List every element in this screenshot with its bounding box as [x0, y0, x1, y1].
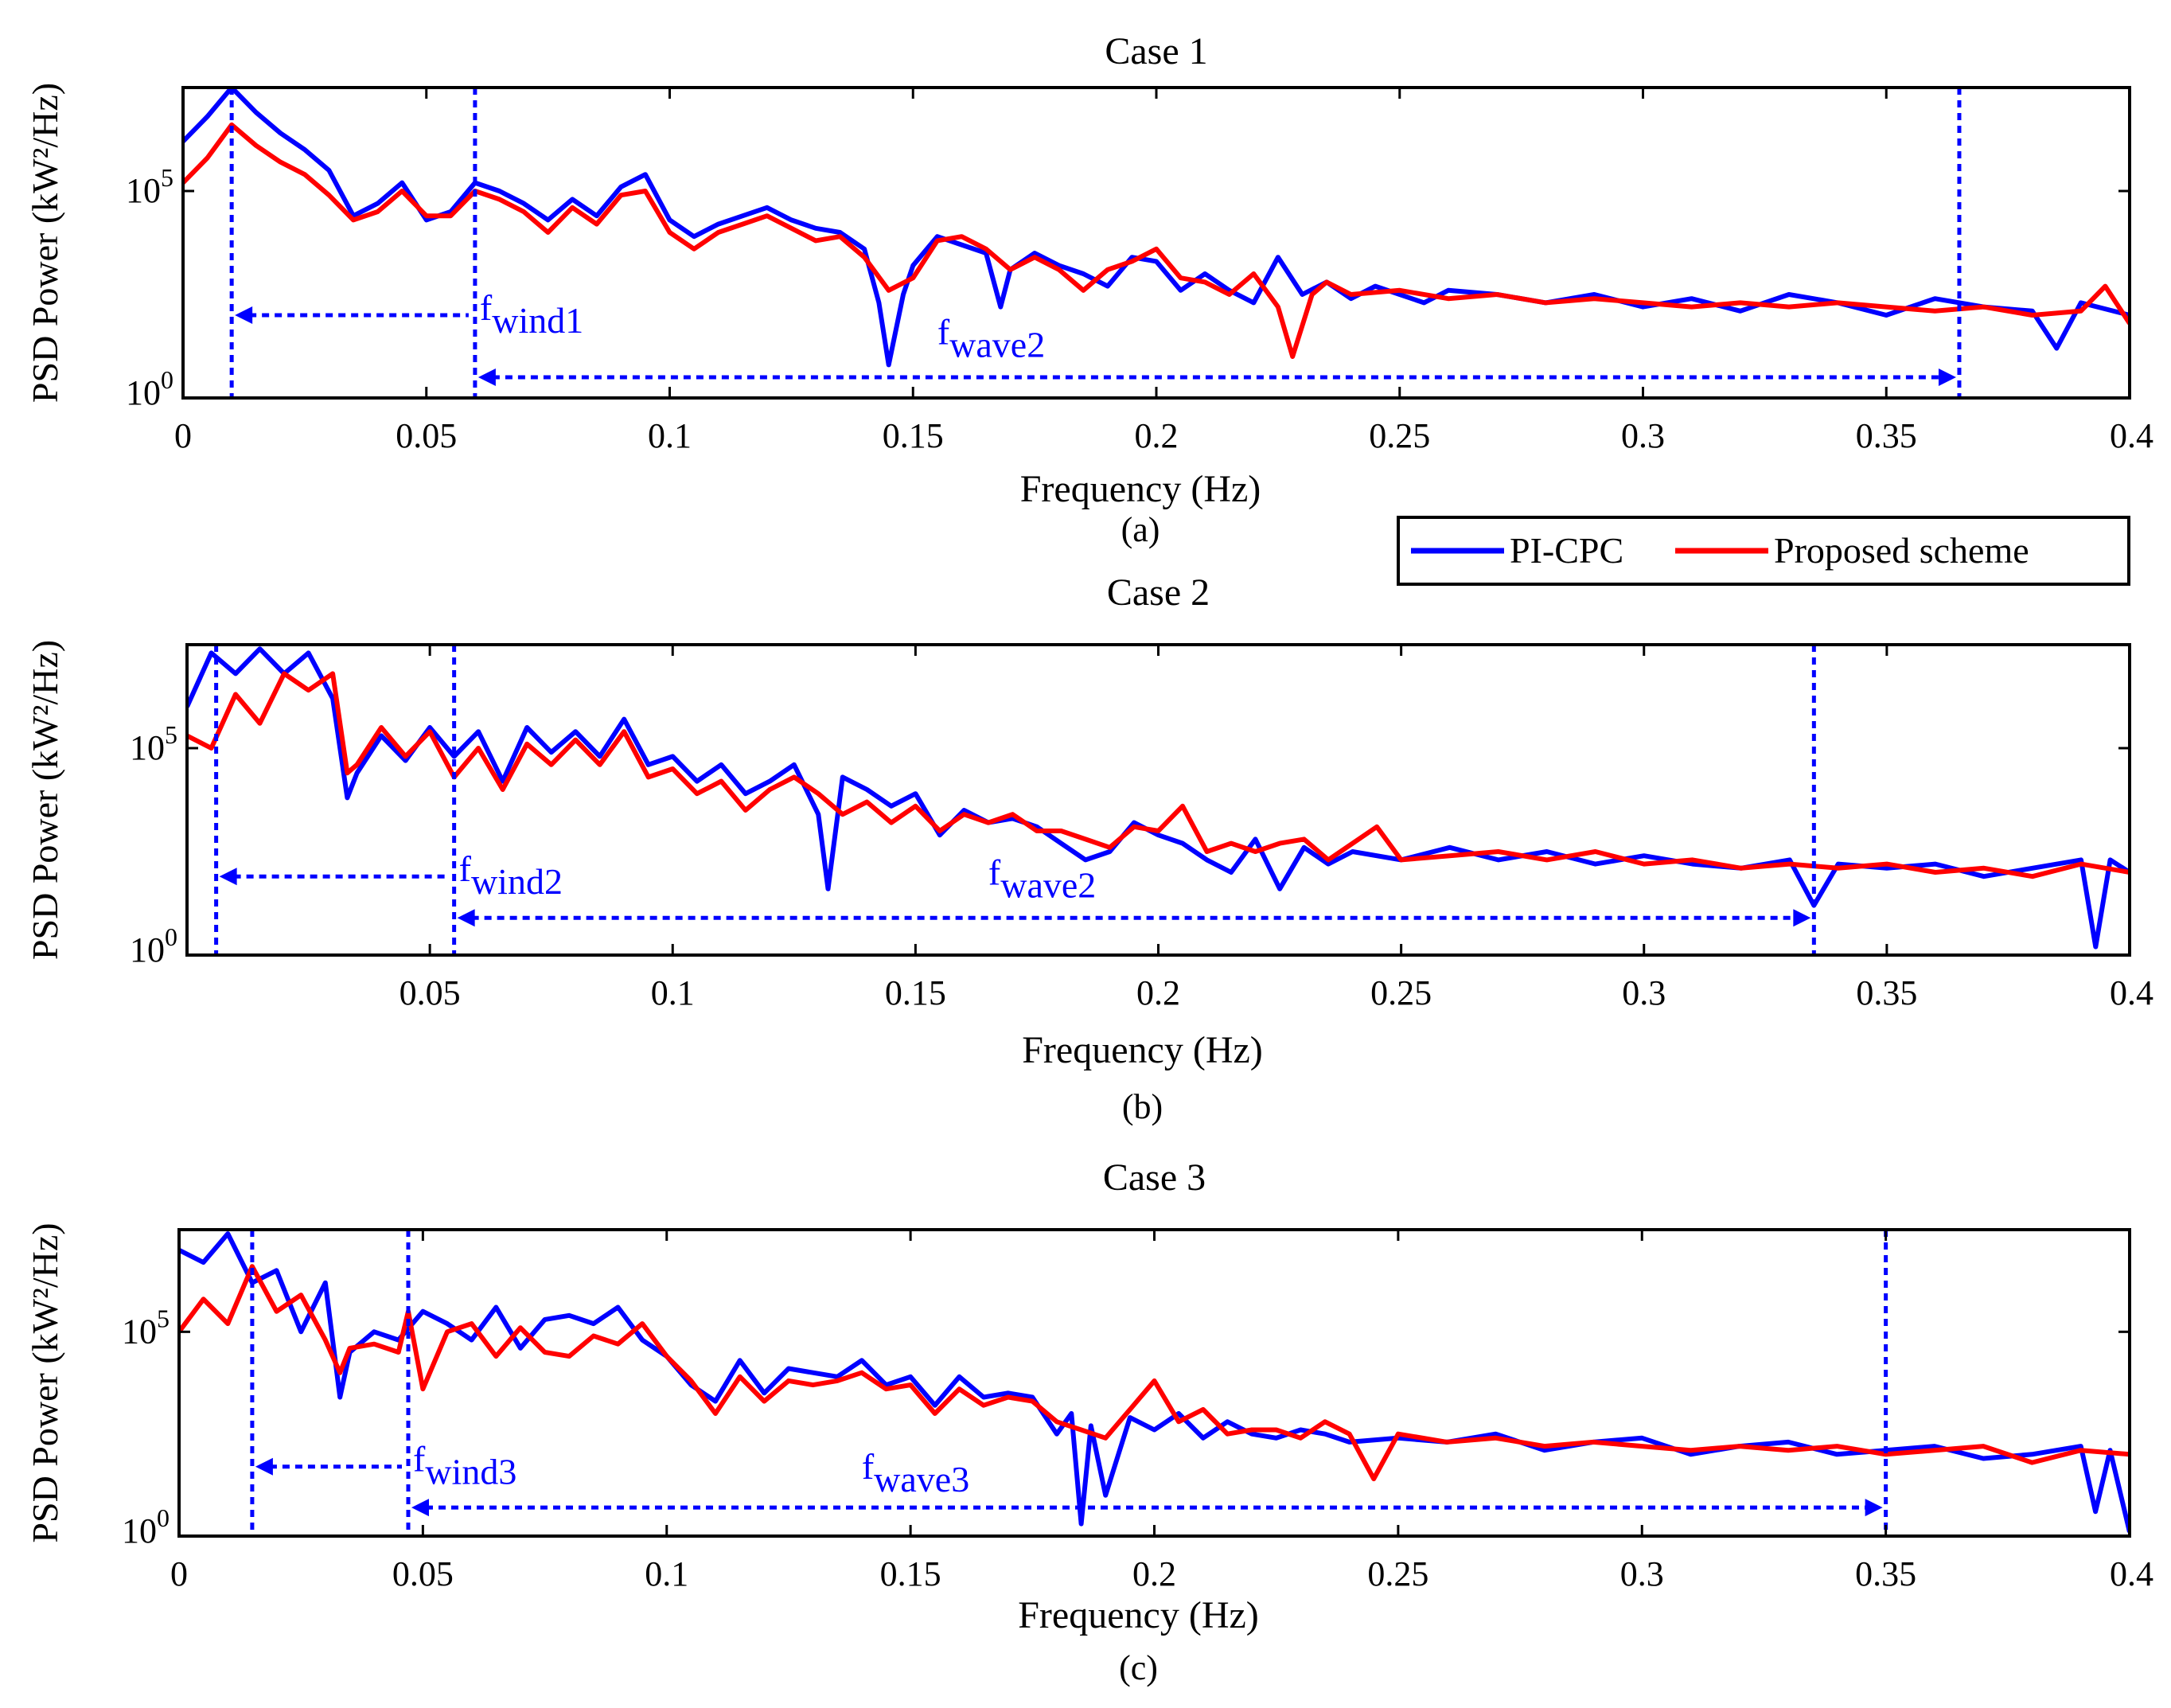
series-group [187, 646, 2130, 950]
chart-panel-3: Case 3 fwind3 fwave3 0 0.05 0.1 0.15 0.2 0.25 0.3… [25, 1156, 2153, 1687]
x-tick-label: 0.05 [392, 1554, 454, 1593]
chart-title: Case 2 [1107, 571, 1210, 614]
x-tick-label: 0.3 [1620, 1554, 1664, 1593]
series-group [183, 88, 2130, 368]
annotation-label-wind1: fwind1 [480, 287, 583, 341]
x-tick-label: 0.4 [2110, 973, 2153, 1012]
y-tick-label: 105 [126, 163, 173, 210]
legend: PI-CPC Proposed scheme [1397, 516, 2130, 586]
arrowhead-right [1938, 369, 1956, 386]
arrowhead-left [219, 868, 237, 886]
arrowhead-left [235, 306, 253, 324]
x-axis-label: Frequency (Hz) [1018, 1594, 1259, 1636]
y-tick-label: 105 [122, 1304, 170, 1351]
annotation-label-wind2: fwind2 [459, 848, 563, 902]
chart-panel-2: Case 2 fwind2 fwave2 0.05 0.1 0.15 0.2 0.25 0.3 0… [25, 571, 2153, 1126]
arrowhead-right [1865, 1499, 1883, 1517]
y-tick-label: 100 [130, 922, 177, 969]
x-axis-label: Frequency (Hz) [1020, 468, 1261, 510]
annotation-label-wave2: fwave2 [988, 852, 1096, 906]
x-tick-label: 0.25 [1367, 1554, 1428, 1593]
series-line-proposed-scheme [187, 671, 2130, 879]
y-axis-label: PSD Power (kW²/Hz) [25, 83, 65, 403]
series-line-pi-cpc [187, 646, 2130, 950]
arrowhead-left [457, 909, 475, 927]
x-tick-label: 0.35 [1856, 416, 1917, 455]
plot-frame [185, 643, 2131, 957]
y-tick-label: 100 [126, 365, 173, 412]
x-axis-label: Frequency (Hz) [1022, 1029, 1263, 1071]
chart-title: Case 3 [1103, 1156, 1206, 1199]
x-tick-label: 0.1 [648, 416, 692, 455]
x-tick-label: 0.4 [2110, 416, 2153, 455]
series-group [179, 1231, 2130, 1533]
x-tick-label: 0 [174, 416, 192, 455]
x-tick-label: 0.1 [651, 973, 695, 1012]
x-tick-label: 0.25 [1370, 973, 1432, 1012]
x-tick-label: 0 [170, 1554, 188, 1593]
annotation-label-wave2: fwave2 [937, 311, 1045, 365]
annotation-label-wind3: fwind3 [413, 1439, 516, 1492]
chart-panel-1: Case 1 fwind1 fwave2 0 0.05 0.1 0.15 0.2 0.25 0.3… [25, 30, 2153, 549]
y-tick-label: 105 [130, 720, 177, 767]
x-tick-label: 0.15 [885, 973, 946, 1012]
x-tick-label: 0.25 [1369, 416, 1430, 455]
x-tick-label: 0.05 [396, 416, 457, 455]
x-tick-label: 0.1 [645, 1554, 688, 1593]
panel-caption: (c) [1119, 1648, 1158, 1687]
x-tick-label: 0.3 [1621, 416, 1665, 455]
series-line-proposed-scheme [183, 122, 2130, 359]
arrowhead-right [1793, 909, 1811, 927]
x-tick-label: 0.05 [400, 973, 461, 1012]
x-tick-label: 0.35 [1856, 973, 1917, 1012]
x-tick-label: 0.15 [880, 1554, 941, 1593]
x-tick-label: 0.35 [1855, 1554, 1916, 1593]
x-tick-label: 0.2 [1136, 973, 1180, 1012]
chart-title: Case 1 [1105, 30, 1207, 72]
arrowhead-left [255, 1457, 273, 1476]
legend-label-proposed: Proposed scheme [1774, 530, 2029, 571]
x-tick-label: 0.4 [2110, 1554, 2153, 1593]
x-tick-label: 0.2 [1135, 416, 1179, 455]
series-line-proposed-scheme [179, 1264, 2130, 1482]
x-tick-label: 0.3 [1622, 973, 1666, 1012]
panel-caption: (b) [1122, 1087, 1163, 1126]
y-tick-label: 100 [122, 1503, 170, 1550]
x-tick-label: 0.2 [1132, 1554, 1176, 1593]
y-axis-label: PSD Power (kW²/Hz) [25, 640, 65, 960]
arrowhead-left [411, 1499, 429, 1517]
annotation-label-wave3: fwave3 [862, 1446, 969, 1499]
arrowhead-left [477, 369, 496, 386]
x-tick-label: 0.15 [883, 416, 944, 455]
y-axis-label: PSD Power (kW²/Hz) [25, 1223, 65, 1542]
panel-caption: (a) [1121, 510, 1160, 549]
legend-label-pi-cpc: PI-CPC [1510, 530, 1623, 571]
